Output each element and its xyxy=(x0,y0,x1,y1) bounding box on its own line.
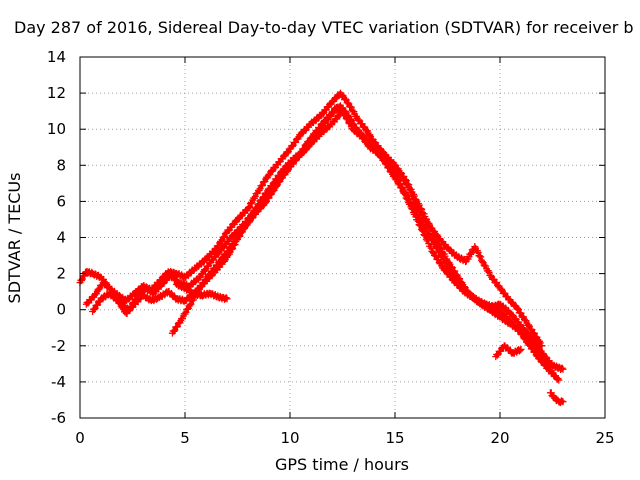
series-2-markers xyxy=(89,107,556,377)
series-6 xyxy=(546,389,567,407)
series-3-markers xyxy=(168,102,546,350)
y-tick-label: -2 xyxy=(51,337,66,355)
x-tick-label: 15 xyxy=(385,429,404,447)
y-tick-label: 12 xyxy=(47,84,66,102)
y-tick-labels: -6 -4 -2 0 2 4 6 8 10 12 14 xyxy=(47,48,66,427)
series-4 xyxy=(173,280,231,303)
series-6-markers xyxy=(546,389,567,407)
y-tick-label: 4 xyxy=(56,229,66,247)
grid xyxy=(80,57,605,418)
series-2 xyxy=(89,107,556,377)
x-tick-label: 0 xyxy=(75,429,85,447)
x-tick-label: 5 xyxy=(180,429,190,447)
y-tick-label: 14 xyxy=(47,48,66,66)
x-tick-labels: 0 5 10 15 20 25 xyxy=(75,429,614,447)
series-5-markers xyxy=(492,342,525,361)
series-5 xyxy=(492,342,525,361)
y-tick-label: -6 xyxy=(51,409,66,427)
data-points xyxy=(76,89,567,407)
series-4-markers xyxy=(173,280,231,303)
x-axis-label: GPS time / hours xyxy=(275,455,409,474)
x-tick-label: 10 xyxy=(280,429,299,447)
y-axis-label: SDTVAR / TECUs xyxy=(5,173,24,304)
y-tick-label: 10 xyxy=(47,120,66,138)
chart-title: Day 287 of 2016, Sidereal Day-to-day VTE… xyxy=(14,18,634,37)
series-3 xyxy=(168,102,546,350)
axis-ticks xyxy=(79,56,606,419)
y-tick-label: -4 xyxy=(51,373,66,391)
y-tick-label: 0 xyxy=(56,301,66,319)
y-tick-label: 6 xyxy=(56,192,66,210)
series-1 xyxy=(82,103,563,384)
x-tick-label: 25 xyxy=(595,429,614,447)
x-tick-label: 20 xyxy=(490,429,509,447)
y-tick-label: 2 xyxy=(56,265,66,283)
y-tick-label: 8 xyxy=(56,156,66,174)
series-1-markers xyxy=(82,103,563,384)
